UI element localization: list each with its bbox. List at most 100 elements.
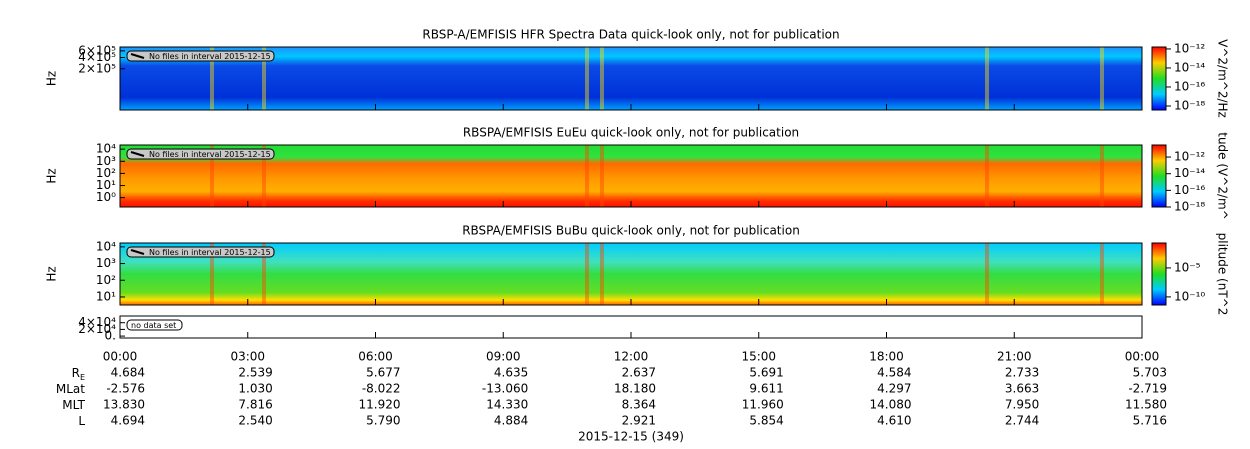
ephemeris-value: 2.733 — [1005, 366, 1039, 380]
annotation: No files in interval 2015-12-15 — [126, 246, 275, 258]
y-tick-label: 2×10⁴ — [78, 322, 116, 336]
ephemeris-value: 2.637 — [622, 366, 656, 380]
ephemeris-value: 4.610 — [877, 414, 911, 428]
streak — [1100, 47, 1104, 110]
annotation: No files in interval 2015-12-15 — [126, 50, 275, 62]
annotation-box — [126, 246, 275, 258]
ephemeris-value: 5.716 — [1133, 414, 1167, 428]
ephemeris-label: MLT — [62, 398, 85, 412]
streak — [1100, 243, 1104, 305]
colorbar-tick-label: 10⁻¹⁸ — [1174, 200, 1205, 214]
y-tick-label: 2×10⁵ — [78, 61, 116, 75]
ephemeris-label-sub: E — [80, 373, 85, 382]
streak — [600, 47, 604, 110]
annotation-box — [126, 319, 183, 331]
y-tick-label: 6×10⁵ — [78, 43, 116, 57]
x-tick-label: 03:00 — [230, 350, 265, 364]
annotation-text: no data set — [131, 321, 176, 330]
spectrogram — [120, 145, 1142, 207]
ephemeris-value: 3.663 — [1005, 382, 1039, 396]
annotation-icon — [130, 53, 145, 59]
colorbar-tick-label: 10⁻¹⁴ — [1174, 60, 1205, 74]
y-tick-label: 4×10⁴ — [78, 315, 116, 329]
y-tick-label: 10³ — [96, 154, 116, 168]
streak — [210, 145, 214, 207]
y-tick-label: 0. — [105, 329, 116, 343]
x-tick-label: 00:00 — [1125, 350, 1160, 364]
annotation: No files in interval 2015-12-15 — [126, 148, 275, 160]
ephemeris-label: MLat — [56, 382, 85, 396]
ephemeris-label-main: R — [72, 366, 80, 380]
annotation-text: No files in interval 2015-12-15 — [149, 52, 271, 61]
ephemeris-value: -13.060 — [482, 382, 528, 396]
colorbar-label: plitude (nT^2 — [1216, 233, 1230, 316]
annotation-icon — [130, 249, 145, 255]
ephemeris-value: -2.719 — [1128, 382, 1167, 396]
colorbar-label: V^2/m^2/Hz — [1216, 39, 1230, 118]
streak — [585, 243, 589, 305]
x-tick-label: 06:00 — [358, 350, 393, 364]
spectrogram — [120, 243, 1142, 305]
colorbar-tick-label: 10⁻¹² — [1174, 150, 1205, 164]
streak — [985, 145, 989, 207]
x-tick-label: 00:00 — [103, 350, 138, 364]
streak — [262, 145, 266, 207]
y-tick-label: 10³ — [96, 256, 116, 270]
y-axis-label: Hz — [45, 266, 59, 281]
streak — [210, 47, 214, 110]
y-tick-label: 4×10⁵ — [78, 50, 116, 64]
ephemeris-value: 2.539 — [238, 366, 272, 380]
streak — [585, 145, 589, 207]
colorbar-label: tude (V^2/m^ — [1216, 132, 1230, 220]
streak — [262, 243, 266, 305]
streak — [210, 243, 214, 305]
ephemeris-value: 4.684 — [111, 366, 145, 380]
colorbar-tick-label: 10⁻¹⁶ — [1174, 183, 1205, 197]
streak — [600, 243, 604, 305]
ephemeris-value: 5.677 — [366, 366, 400, 380]
annotation-icon — [130, 151, 145, 157]
ephemeris-value: 18.180 — [614, 382, 656, 396]
annotation-box — [126, 148, 275, 160]
colorbar-tick-label: 10⁻¹⁰ — [1174, 289, 1205, 303]
x-tick-label: 12:00 — [614, 350, 649, 364]
ephemeris-value: 2.540 — [238, 414, 272, 428]
ephemeris-value: 2.744 — [1005, 414, 1039, 428]
colorbar-tick-label: 10⁻¹⁴ — [1174, 166, 1205, 180]
ephemeris-label: RE — [72, 366, 85, 382]
colorbar-tick-label: 10⁻¹⁸ — [1174, 99, 1205, 113]
colorbar — [1151, 242, 1167, 306]
streak — [985, 243, 989, 305]
ephemeris-value: 4.584 — [877, 366, 911, 380]
ephemeris-value: 4.884 — [494, 414, 528, 428]
ephemeris-value: 4.635 — [494, 366, 528, 380]
panel-title: RBSP-A/EMFISIS HFR Spectra Data quick-lo… — [422, 28, 839, 42]
x-axis-label: 2015-12-15 (349) — [578, 430, 684, 444]
ephemeris-value: 9.611 — [749, 382, 783, 396]
ephemeris-value: 11.580 — [1125, 398, 1167, 412]
ephemeris-value: 14.080 — [870, 398, 912, 412]
y-tick-label: 10² — [96, 166, 116, 180]
streak — [262, 47, 266, 110]
ephemeris-label-main: MLT — [62, 398, 85, 412]
ephemeris-value: 7.816 — [238, 398, 272, 412]
x-tick-label: 09:00 — [486, 350, 521, 364]
colorbar — [1151, 144, 1167, 208]
x-tick-label: 21:00 — [997, 350, 1032, 364]
ephemeris-value: 13.830 — [103, 398, 145, 412]
streak — [985, 47, 989, 110]
ephemeris-value: 8.364 — [622, 398, 656, 412]
x-tick-label: 18:00 — [869, 350, 904, 364]
spectrogram — [120, 47, 1142, 110]
ephemeris-label-main: L — [78, 414, 85, 428]
colorbar-tick-label: 10⁻¹⁶ — [1174, 79, 1205, 93]
streak — [600, 145, 604, 207]
streak — [585, 47, 589, 110]
ephemeris-value: 5.854 — [749, 414, 783, 428]
ephemeris-value: 2.921 — [622, 414, 656, 428]
y-tick-label: 10¹ — [96, 289, 116, 303]
y-axis-label: Hz — [45, 168, 59, 183]
y-axis-label: Hz — [45, 71, 59, 86]
colorbar-tick-label: 10⁻⁵ — [1174, 260, 1201, 274]
panel-title: RBSPA/EMFISIS BuBu quick-look only, not … — [462, 224, 800, 238]
